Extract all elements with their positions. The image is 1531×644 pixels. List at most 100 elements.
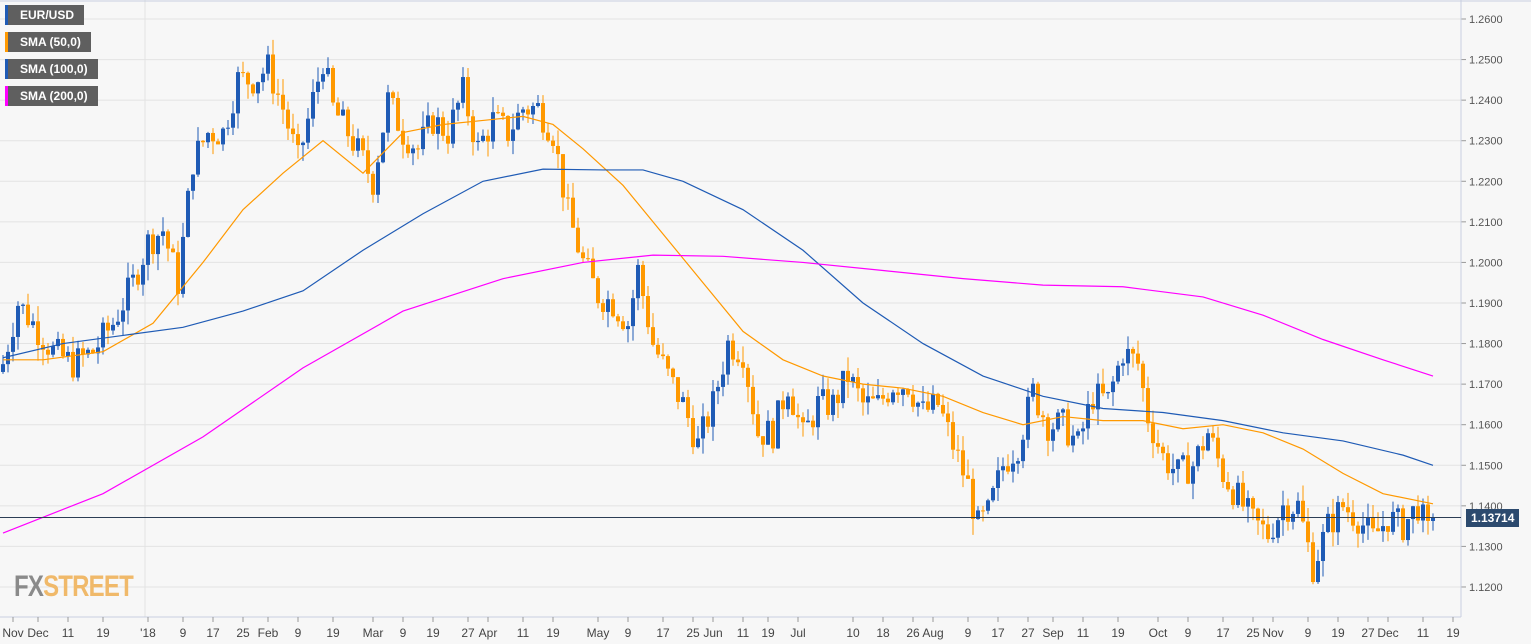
candle-body	[651, 327, 655, 345]
candle-body	[296, 134, 300, 146]
x-tick-label: 9	[1305, 626, 1312, 640]
candle-body	[111, 324, 115, 331]
y-tick-label: 1.1400	[1469, 501, 1503, 513]
candle-body	[1166, 453, 1170, 474]
candle-body	[146, 234, 150, 265]
candle-body	[241, 72, 245, 74]
x-tick-label: Aug	[922, 626, 943, 640]
candle-body	[1041, 415, 1045, 418]
candle-body	[471, 116, 475, 143]
candle-body	[1006, 466, 1010, 472]
candle-body	[1266, 524, 1270, 540]
sma-line	[2, 254, 1434, 534]
x-tick-label: 19	[426, 626, 440, 640]
candle-body	[546, 132, 550, 141]
candle-body	[66, 351, 70, 357]
candle-body	[166, 231, 170, 249]
candle-body	[26, 304, 30, 326]
y-tick-label: 1.2200	[1469, 176, 1503, 188]
candle-body	[141, 264, 145, 285]
candle-body	[251, 84, 255, 94]
candle-body	[126, 277, 130, 311]
candle-body	[866, 396, 870, 403]
candle-body	[1031, 383, 1035, 397]
candle-body	[576, 227, 580, 253]
candle-body	[1151, 423, 1155, 444]
legend-item[interactable]: SMA (50,0)	[5, 32, 91, 52]
candle-body	[281, 94, 285, 110]
x-tick-label: Mar	[363, 626, 384, 640]
x-tick-label: Nov	[1262, 626, 1283, 640]
candle-body	[1211, 433, 1215, 438]
candle-body	[161, 231, 165, 236]
candle-body	[736, 359, 740, 363]
candle-body	[506, 115, 510, 141]
candle-body	[976, 510, 980, 519]
candle-body	[401, 130, 405, 145]
candle-body	[91, 349, 95, 354]
candle-body	[1216, 437, 1220, 459]
candle-body	[61, 338, 65, 357]
candle-body	[351, 136, 355, 151]
candle-body	[1181, 455, 1185, 460]
candle-body	[561, 154, 565, 198]
y-tick-label: 1.1600	[1469, 420, 1503, 432]
candle-body	[1191, 466, 1195, 484]
candle-body	[886, 398, 890, 403]
candle-body	[441, 117, 445, 136]
candle-body	[181, 236, 185, 294]
candle-body	[426, 115, 430, 127]
candle-body	[461, 77, 465, 103]
candle-body	[756, 414, 760, 437]
x-tick-label: 27	[1361, 626, 1375, 640]
legend-item[interactable]: EUR/USD	[5, 5, 85, 25]
candle-body	[846, 370, 850, 383]
candle-body	[1406, 519, 1410, 541]
candle-body	[766, 420, 770, 445]
candle-body	[176, 252, 180, 294]
candle-body	[1356, 525, 1360, 534]
candle-body	[321, 74, 325, 82]
candle-body	[871, 396, 875, 399]
x-tick-label: 11	[517, 626, 530, 640]
candle-body	[416, 148, 420, 150]
candle-body	[391, 92, 395, 98]
candle-body	[1221, 458, 1225, 482]
candle-body	[911, 394, 915, 407]
legend-item[interactable]: SMA (100,0)	[5, 59, 98, 79]
x-tick-label: 17	[206, 626, 220, 640]
candle-body	[1296, 500, 1300, 514]
candle-body	[631, 298, 635, 327]
candle-body	[36, 321, 40, 345]
candle-body	[86, 349, 90, 355]
candle-body	[246, 72, 250, 85]
x-tick-label: 19	[761, 626, 775, 640]
candle-body	[1421, 504, 1425, 521]
candle-body	[1066, 409, 1070, 446]
candle-body	[601, 303, 605, 312]
candle-body	[1201, 446, 1205, 451]
candle-body	[1281, 505, 1285, 521]
x-tick-label: 19	[326, 626, 340, 640]
legend-item[interactable]: SMA (200,0)	[5, 86, 98, 106]
plot-area	[0, 0, 1461, 617]
sma-line	[3, 115, 1434, 505]
candle-body	[1246, 498, 1250, 507]
candle-body	[1261, 520, 1265, 525]
candle-body	[101, 322, 105, 348]
candle-body	[151, 234, 155, 255]
x-tick-label: 19	[1446, 626, 1460, 640]
candle-body	[481, 135, 485, 141]
candle-body	[1331, 513, 1335, 533]
candle-body	[1271, 537, 1275, 540]
candle-body	[596, 278, 600, 304]
candle-body	[1321, 531, 1325, 562]
candle-body	[541, 103, 545, 133]
candle-body	[6, 351, 10, 365]
candle-body	[96, 347, 100, 354]
candle-body	[446, 135, 450, 144]
candle-body	[476, 140, 480, 143]
candle-body	[51, 346, 55, 355]
x-tick-label: 19	[1331, 626, 1345, 640]
x-tick-label: 9	[965, 626, 972, 640]
